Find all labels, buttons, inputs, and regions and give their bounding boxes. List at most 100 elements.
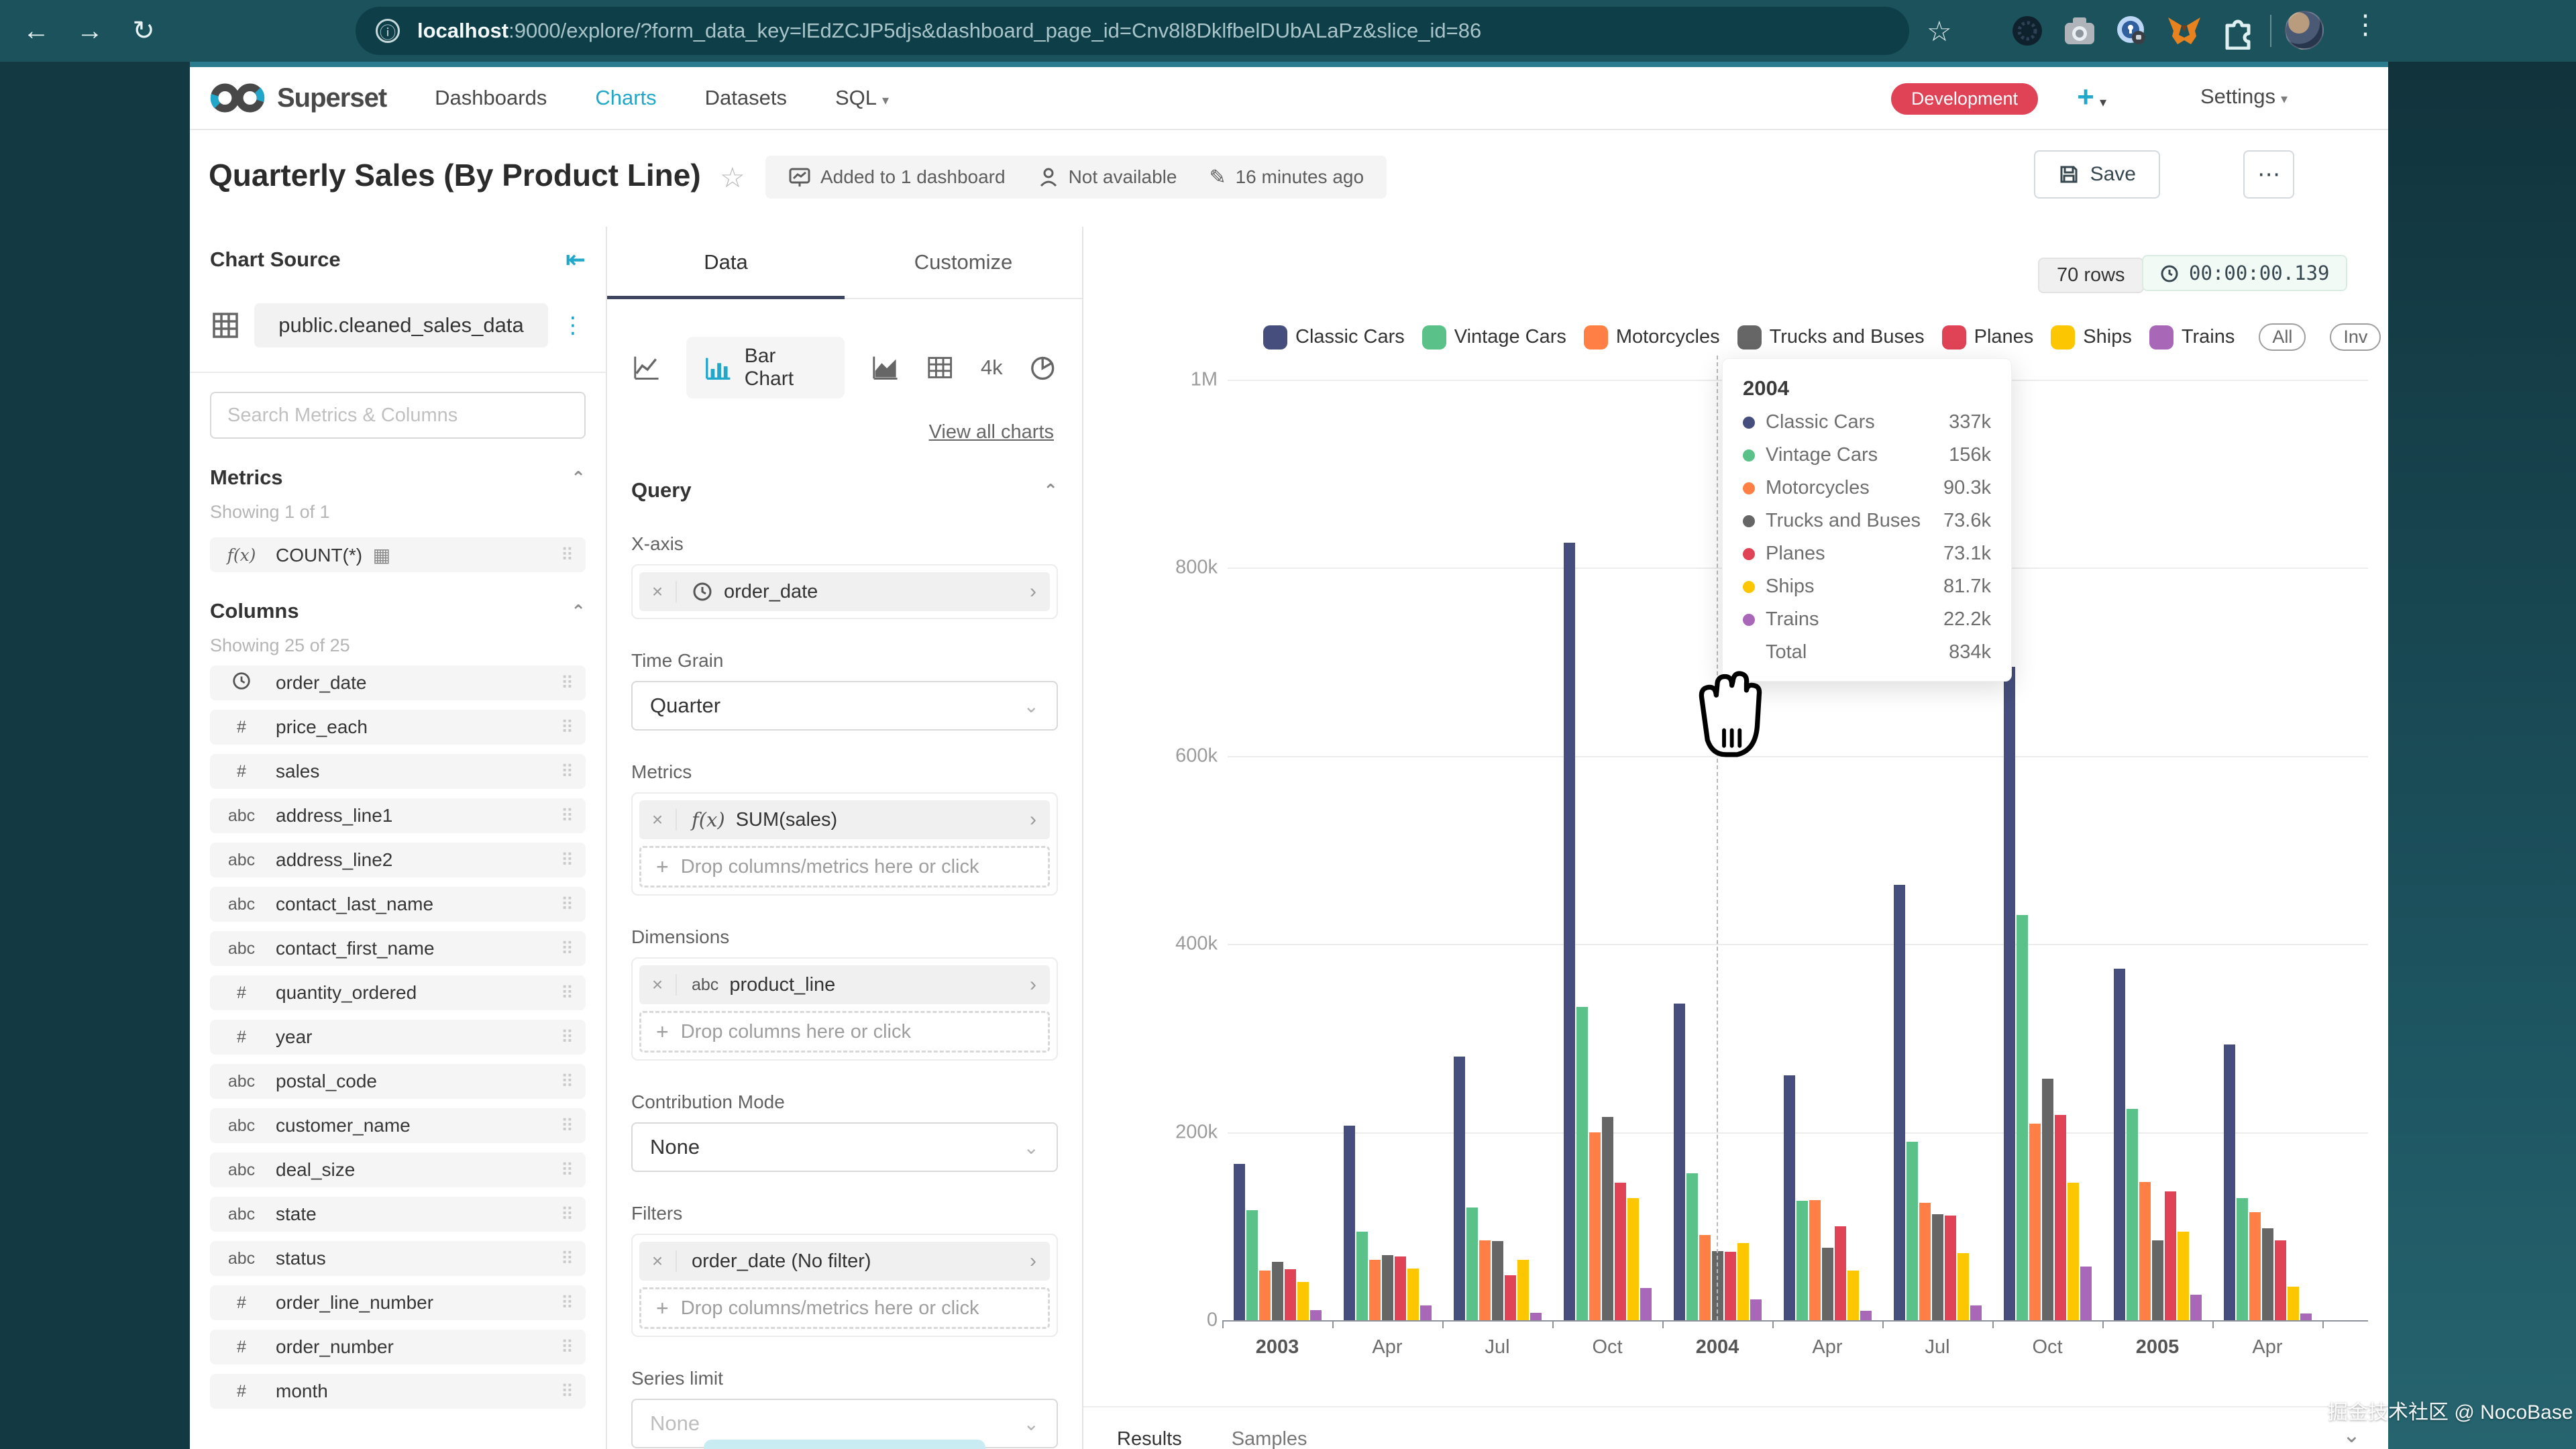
column-item-contact_first_name[interactable]: abc contact_first_name ⠿ <box>210 931 586 966</box>
bar-vintage-cars-Oct[interactable] <box>1576 1007 1588 1320</box>
bar-vintage-cars-Oct[interactable] <box>2016 914 2028 1320</box>
expand-icon[interactable]: › <box>1030 1250 1036 1272</box>
drag-handle-icon[interactable]: ⠿ <box>560 761 574 782</box>
bar-vintage-cars-Apr[interactable] <box>1356 1232 1368 1320</box>
bar-classic-cars-Oct[interactable] <box>2003 666 2015 1320</box>
bar-classic-cars-Jul[interactable] <box>1893 884 1905 1320</box>
bar-vintage-cars-2003[interactable] <box>1246 1210 1258 1320</box>
bar-planes-Oct[interactable] <box>2054 1115 2066 1320</box>
drag-handle-icon[interactable]: ⠿ <box>560 1159 574 1180</box>
extension-metamask-icon[interactable] <box>2165 12 2203 50</box>
bar-trucks-and-buses-Apr[interactable] <box>2261 1228 2273 1320</box>
bar-ships-2004[interactable] <box>1737 1243 1749 1320</box>
bar-classic-cars-2004[interactable] <box>1673 1003 1685 1320</box>
chevron-up-icon[interactable]: ⌃ <box>1043 480 1058 500</box>
bar-classic-cars-Apr[interactable] <box>1783 1075 1795 1320</box>
column-item-year[interactable]: # year ⠿ <box>210 1020 586 1055</box>
browser-back-icon[interactable]: ← <box>23 15 50 46</box>
extension-dark-icon[interactable] <box>2008 12 2046 50</box>
bar-trains-Apr[interactable] <box>1860 1310 1872 1320</box>
bar-trains-Jul[interactable] <box>1529 1312 1542 1320</box>
legend-item-ships[interactable]: Ships <box>2051 325 2132 350</box>
drag-handle-icon[interactable]: ⠿ <box>560 1203 574 1224</box>
bar-vintage-cars-2004[interactable] <box>1686 1173 1698 1320</box>
tab-data[interactable]: Data <box>607 227 845 299</box>
bar-trucks-and-buses-Apr[interactable] <box>1381 1255 1393 1320</box>
bar-planes-2005[interactable] <box>2164 1191 2176 1320</box>
settings-menu[interactable]: Settings ▾ <box>2200 85 2288 108</box>
x-axis-pill[interactable]: × order_date › <box>639 572 1050 611</box>
nav-datasets[interactable]: Datasets <box>704 86 787 109</box>
nav-dashboards[interactable]: Dashboards <box>435 86 547 109</box>
column-item-order_line_number[interactable]: # order_line_number ⠿ <box>210 1285 586 1320</box>
tab-samples[interactable]: Samples <box>1231 1428 1307 1449</box>
drag-handle-icon[interactable]: ⠿ <box>560 1248 574 1269</box>
column-item-postal_code[interactable]: abc postal_code ⠿ <box>210 1064 586 1099</box>
bar-motorcycles-Jul[interactable] <box>1479 1240 1491 1320</box>
chevron-up-icon[interactable]: ⌃ <box>571 600 586 621</box>
superset-logo[interactable]: Superset <box>209 80 387 115</box>
bar-trains-2003[interactable] <box>1309 1309 1322 1320</box>
line-chart-icon[interactable] <box>631 352 661 383</box>
bar-trucks-and-buses-Jul[interactable] <box>1931 1214 1943 1320</box>
bar-trucks-and-buses-Apr[interactable] <box>1821 1248 1833 1320</box>
save-button[interactable]: Save <box>2033 150 2160 199</box>
legend-item-trains[interactable]: Trains <box>2149 325 2235 350</box>
bar-planes-Apr[interactable] <box>2274 1240 2286 1320</box>
bar-trains-2005[interactable] <box>2190 1295 2202 1320</box>
nav-charts[interactable]: Charts <box>595 86 657 109</box>
site-info-icon[interactable]: ⓘ <box>376 19 400 43</box>
drag-handle-icon[interactable]: ⠿ <box>560 1381 574 1401</box>
dataset-menu-icon[interactable]: ⋮ <box>561 313 586 338</box>
tab-results[interactable]: Results <box>1117 1428 1182 1449</box>
remove-icon[interactable]: × <box>639 974 677 996</box>
bar-planes-Apr[interactable] <box>1394 1256 1406 1320</box>
nav-sql[interactable]: SQL ▾ <box>835 86 890 109</box>
bar-classic-cars-2005[interactable] <box>2113 968 2125 1320</box>
drag-handle-icon[interactable]: ⠿ <box>560 716 574 737</box>
bar-ships-Oct[interactable] <box>2067 1183 2079 1320</box>
column-item-state[interactable]: abc state ⠿ <box>210 1197 586 1232</box>
favorite-star-icon[interactable]: ☆ <box>720 162 745 193</box>
added-to-dashboard[interactable]: Added to 1 dashboard <box>788 166 1006 189</box>
extensions-puzzle-icon[interactable] <box>2218 12 2255 50</box>
dimensions-drop-zone[interactable]: + Drop columns here or click <box>639 1011 1050 1053</box>
bar-classic-cars-Jul[interactable] <box>1453 1057 1465 1320</box>
column-item-customer_name[interactable]: abc customer_name ⠿ <box>210 1108 586 1143</box>
bar-trains-Oct[interactable] <box>1640 1288 1652 1320</box>
drag-handle-icon[interactable]: ⠿ <box>560 1336 574 1357</box>
drag-handle-icon[interactable]: ⠿ <box>560 544 574 565</box>
browser-forward-icon[interactable]: → <box>76 15 103 46</box>
bar-vintage-cars-Apr[interactable] <box>2236 1197 2248 1320</box>
remove-icon[interactable]: × <box>639 1250 677 1272</box>
bar-trains-Apr[interactable] <box>1419 1305 1432 1320</box>
column-item-order_number[interactable]: # order_number ⠿ <box>210 1330 586 1364</box>
bar-planes-Jul[interactable] <box>1504 1275 1516 1320</box>
drag-handle-icon[interactable]: ⠿ <box>560 1071 574 1091</box>
metrics-drop-zone[interactable]: + Drop columns/metrics here or click <box>639 846 1050 888</box>
legend-item-planes[interactable]: Planes <box>1941 325 2033 350</box>
drag-handle-icon[interactable]: ⠿ <box>560 894 574 914</box>
remove-icon[interactable]: × <box>639 581 677 602</box>
bar-motorcycles-2005[interactable] <box>2139 1181 2151 1320</box>
table-icon[interactable] <box>925 352 955 383</box>
time-grain-select[interactable]: Quarter ⌄ <box>631 681 1058 731</box>
collapse-panel-icon[interactable]: ⇤ <box>565 246 586 273</box>
bar-ships-2003[interactable] <box>1297 1281 1309 1320</box>
series-limit-select[interactable]: None ⌄ <box>631 1399 1058 1448</box>
browser-reload-icon[interactable]: ↻ <box>132 16 155 46</box>
address-bar[interactable]: ⓘ localhost:9000/explore/?form_data_key=… <box>356 7 1909 55</box>
bar-trucks-and-buses-Jul[interactable] <box>1491 1241 1503 1320</box>
column-item-contact_last_name[interactable]: abc contact_last_name ⠿ <box>210 887 586 922</box>
bar-trains-2004[interactable] <box>1750 1299 1762 1320</box>
expand-icon[interactable]: › <box>1030 808 1036 830</box>
column-item-address_line1[interactable]: abc address_line1 ⠿ <box>210 798 586 833</box>
bar-classic-cars-Oct[interactable] <box>1563 542 1575 1320</box>
extension-password-icon[interactable] <box>2113 12 2151 50</box>
bar-classic-cars-Apr[interactable] <box>1343 1125 1355 1320</box>
column-item-price_each[interactable]: # price_each ⠿ <box>210 710 586 745</box>
bar-vintage-cars-2005[interactable] <box>2126 1108 2138 1320</box>
bar-motorcycles-Apr[interactable] <box>1809 1199 1821 1320</box>
column-item-order_date[interactable]: order_date ⠿ <box>210 665 586 700</box>
pie-chart-icon[interactable] <box>1028 352 1058 383</box>
